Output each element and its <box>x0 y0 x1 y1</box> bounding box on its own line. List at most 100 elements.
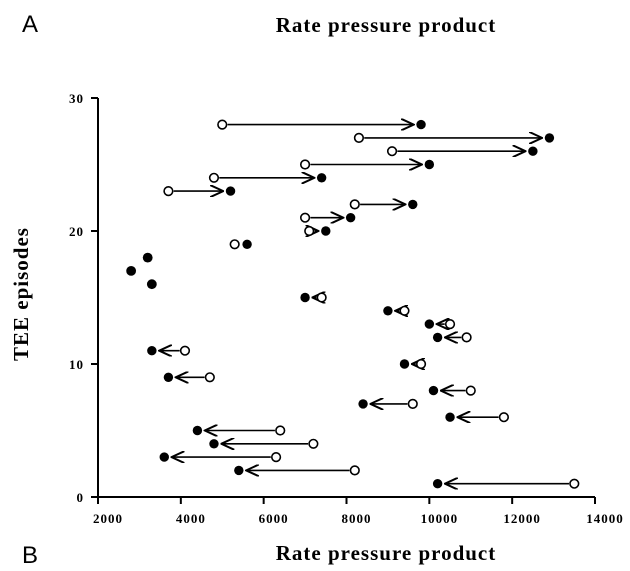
panel-label-a: A <box>22 11 38 38</box>
episode-20 <box>304 225 331 237</box>
y-tick-label: 20 <box>69 224 84 239</box>
filled-circle-point <box>432 332 443 343</box>
filled-circle-point <box>345 213 356 223</box>
episode-12 <box>432 332 472 343</box>
filled-circle-point <box>209 439 219 449</box>
filled-circle-point <box>424 319 435 329</box>
tick-labels: 2000 4000 6000 8000 10000 12000 14000 0 10 20 30 <box>69 91 624 526</box>
filled-circle-point <box>300 292 310 303</box>
x-tick-label: 10000 <box>421 511 459 526</box>
episode-24 <box>208 172 327 183</box>
filled-circle-point <box>383 306 393 316</box>
filled-circle-point <box>424 159 435 170</box>
filled-circle-point <box>126 266 137 276</box>
open-circle-point <box>386 146 398 157</box>
episode-6 <box>445 412 509 423</box>
open-circle-point <box>415 358 427 370</box>
filled-circle-point <box>142 252 153 263</box>
filled-circle-point <box>416 119 426 130</box>
episode-27 <box>353 132 555 143</box>
open-circle-point <box>229 239 240 250</box>
y-tick-label: 30 <box>69 91 84 106</box>
episode-18 <box>142 252 153 263</box>
filled-circle-point <box>316 173 327 183</box>
open-circle-point <box>353 132 365 143</box>
filled-circle-point <box>432 479 443 489</box>
episode-26 <box>386 146 538 157</box>
episode-9 <box>163 372 215 383</box>
open-circle-point <box>270 452 282 463</box>
x-tick-label: 12000 <box>503 511 541 526</box>
open-circle-point <box>465 385 476 396</box>
episode-5 <box>192 425 286 436</box>
filled-circle-point <box>147 346 157 356</box>
open-circle-point <box>399 305 410 316</box>
episode-8 <box>428 385 476 396</box>
open-circle-point <box>308 438 319 449</box>
open-circle-point <box>275 425 286 436</box>
filled-circle-point <box>234 465 244 476</box>
tick-marks <box>91 97 596 504</box>
episode-28 <box>217 119 426 130</box>
episode-22 <box>349 199 418 210</box>
open-circle-point <box>179 345 191 356</box>
episode-11 <box>147 345 191 356</box>
y-tick-label: 10 <box>69 357 84 372</box>
filled-circle-point <box>408 199 418 210</box>
open-circle-point <box>407 398 418 410</box>
episode-2 <box>234 465 360 476</box>
open-circle-point <box>349 465 360 476</box>
open-circle-point <box>444 319 456 330</box>
episode-1 <box>432 478 580 489</box>
episode-16 <box>146 279 157 290</box>
x-tick-label: 6000 <box>259 511 289 526</box>
episode-23 <box>163 186 236 197</box>
open-circle-point <box>208 172 220 183</box>
open-circle-point <box>349 199 360 210</box>
open-circle-point <box>316 292 327 303</box>
filled-circle-point <box>321 226 331 236</box>
open-circle-point <box>163 186 174 197</box>
filled-circle-point <box>544 133 555 143</box>
filled-circle-point <box>428 385 439 396</box>
episode-3 <box>159 452 282 463</box>
axes <box>97 98 595 498</box>
open-circle-point <box>299 159 311 170</box>
episode-17 <box>126 266 137 276</box>
episode-25 <box>299 159 435 170</box>
x-axis-label: Rate pressure product <box>276 541 497 565</box>
filled-circle-point <box>163 372 174 382</box>
x-tick-label: 8000 <box>342 511 372 526</box>
open-circle-point <box>204 372 215 383</box>
filled-circle-point <box>445 412 455 422</box>
episode-13 <box>424 319 456 330</box>
filled-circle-point <box>528 146 538 156</box>
open-circle-point <box>569 478 580 489</box>
filled-circle-point <box>399 359 410 369</box>
chart-title: Rate pressure product <box>276 13 497 37</box>
filled-circle-point <box>358 399 368 409</box>
y-axis-label: TEE episodes <box>9 227 33 361</box>
episode-4 <box>209 438 319 449</box>
panel-label-b: B <box>22 542 38 569</box>
filled-circle-point <box>225 186 236 196</box>
episode-10 <box>399 358 427 370</box>
open-circle-point <box>217 119 228 130</box>
filled-circle-point <box>192 425 203 436</box>
episode-19 <box>229 239 252 250</box>
x-tick-label: 14000 <box>586 511 624 526</box>
x-tick-label: 2000 <box>93 511 123 526</box>
filled-circle-point <box>242 239 252 249</box>
filled-circle-point <box>159 452 169 462</box>
filled-circle-point <box>146 279 157 290</box>
x-tick-label: 4000 <box>176 511 206 526</box>
data-marks <box>126 119 580 489</box>
episode-7 <box>358 398 418 410</box>
open-circle-point <box>299 212 311 223</box>
y-tick-label: 0 <box>77 490 85 505</box>
open-circle-point <box>498 412 509 423</box>
episode-14 <box>383 305 410 316</box>
episode-21 <box>299 212 356 223</box>
open-circle-point <box>304 225 315 237</box>
